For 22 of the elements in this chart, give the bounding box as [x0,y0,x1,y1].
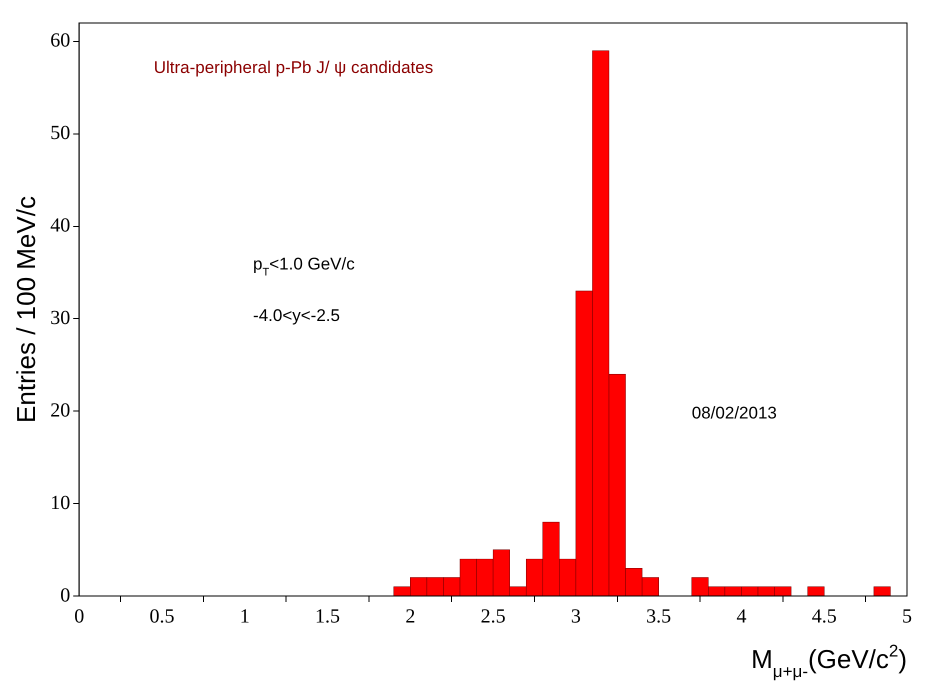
x-tick-label: 3 [570,605,581,628]
x-tick-label: 2.5 [480,605,506,628]
x-tick-label: 2 [405,605,416,628]
x-tick-label: 4 [736,605,746,628]
y-tick-label: 30 [50,306,70,329]
x-tick-label: 3.5 [646,605,672,628]
x-tick-label: 0 [74,605,84,628]
annotation: 08/02/2013 [692,403,777,422]
y-tick-label: 60 [50,30,70,52]
x-tick-label: 1.5 [315,605,340,628]
y-tick-label: 0 [60,584,70,606]
y-tick-label: 10 [50,492,70,514]
annotation: -4.0<y<-2.5 [253,306,340,325]
y-tick-label: 20 [50,399,70,422]
x-tick-label: 1 [240,605,250,628]
text: Ultra-peripheral p-Pb J/ ψ candidates [154,58,434,77]
x-tick-label: 5 [902,605,912,628]
x-tick-label: 4.5 [812,605,837,628]
y-axis-title: Entries / 100 MeV/c [10,196,41,423]
x-tick-label: 0.5 [149,605,174,628]
y-tick-label: 50 [50,122,70,144]
y-tick-label: 40 [50,214,70,237]
